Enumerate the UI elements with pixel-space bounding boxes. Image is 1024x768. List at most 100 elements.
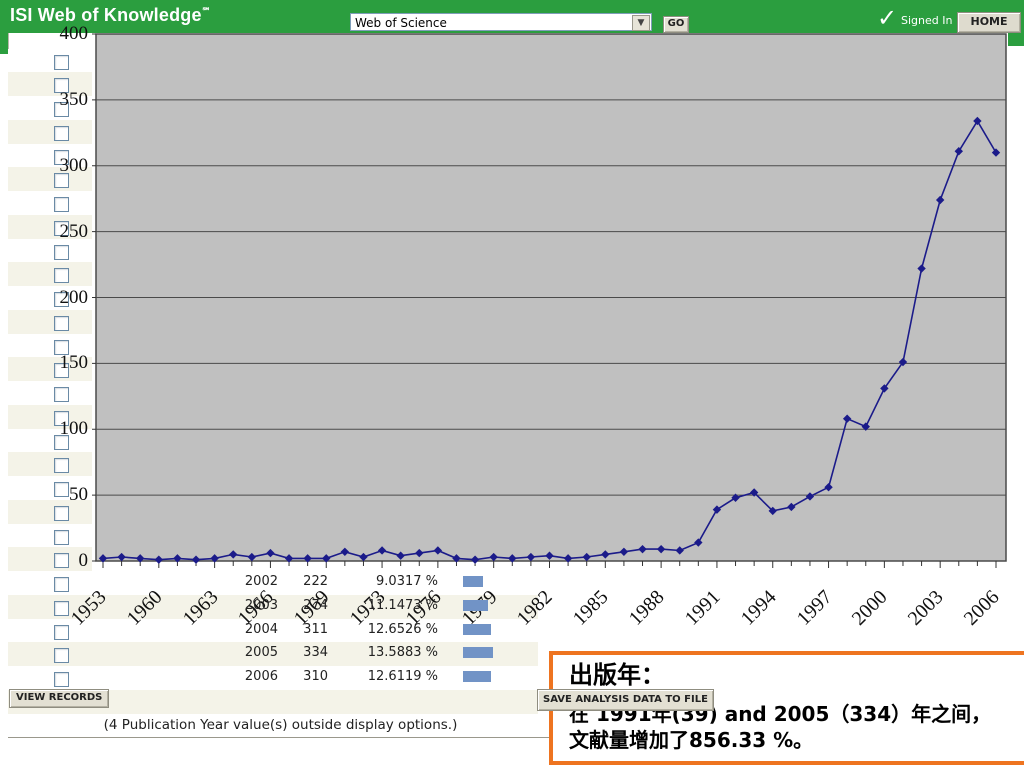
chevron-down-icon[interactable]: ▼ (632, 15, 650, 31)
year-checkbox[interactable] (54, 197, 69, 212)
data-point-marker (284, 554, 294, 563)
year-checkbox[interactable] (54, 648, 69, 664)
data-point-marker (210, 554, 219, 563)
row-year: 2005 (244, 645, 278, 661)
year-row-stripe (8, 191, 92, 215)
row-year: 2006 (244, 669, 278, 684)
year-row-stripe (8, 214, 92, 239)
year-checkbox[interactable] (54, 482, 69, 497)
year-checkbox[interactable] (54, 268, 69, 284)
callout-title: 出版年： (569, 661, 665, 689)
row-percent: 9.0317 % (376, 574, 438, 589)
row-percent-bar (463, 647, 493, 659)
y-tick-label: 100 (59, 418, 89, 440)
product-select[interactable]: Web of Science ▼ (350, 13, 652, 31)
callout-line2: 文献量增加了856.33 %。 (569, 728, 814, 752)
row-percent-bar (463, 623, 491, 635)
year-checkbox[interactable] (54, 529, 69, 545)
year-checkbox[interactable] (54, 220, 69, 236)
data-point-marker (842, 414, 852, 423)
year-checkbox[interactable] (54, 577, 69, 592)
data-point-marker (136, 554, 145, 563)
row-percent: 11.1473 % (367, 597, 438, 613)
year-row-stripe (8, 618, 538, 643)
year-checkbox[interactable] (54, 315, 69, 331)
year-checkbox[interactable] (54, 553, 69, 569)
year-checkbox[interactable] (54, 102, 69, 117)
view-records-button[interactable]: VIEW RECORDS (9, 689, 110, 708)
row-record-count: 334 (303, 645, 328, 661)
publication-year-callout: 出版年： 在 1991年(39) and 2005（334）年之间， 文献量增加… (549, 651, 1024, 765)
data-point-marker (768, 506, 777, 516)
y-tick-label: 200 (59, 286, 89, 308)
data-point-marker (861, 422, 870, 431)
data-point-marker (601, 550, 610, 559)
year-checkbox[interactable] (54, 149, 69, 165)
year-checkbox[interactable] (54, 54, 69, 70)
signed-in-label: Signed In (901, 14, 953, 27)
go-button[interactable]: GO (663, 16, 689, 33)
year-checkbox[interactable] (54, 624, 69, 640)
year-checkbox[interactable] (54, 125, 69, 141)
year-checkbox[interactable] (54, 173, 69, 189)
year-checkbox[interactable] (54, 387, 69, 402)
data-point-marker (935, 195, 945, 205)
data-point-marker (526, 552, 536, 562)
year-row-stripe (8, 119, 92, 144)
data-point-marker (303, 554, 312, 563)
year-checkbox[interactable] (54, 600, 69, 616)
year-row-stripe (8, 594, 538, 619)
year-checkbox[interactable] (54, 505, 69, 521)
data-point-marker (954, 147, 963, 156)
year-row-stripe (8, 571, 538, 595)
data-point-marker (117, 552, 126, 562)
y-tick-label: 150 (59, 352, 89, 374)
year-checkbox[interactable] (54, 78, 69, 94)
home-button[interactable]: HOME (957, 12, 1021, 33)
data-point-marker (173, 554, 182, 563)
save-analysis-data-button[interactable]: SAVE ANALYSIS DATA TO FILE (537, 689, 714, 711)
y-tick-label: 400 (59, 23, 89, 44)
data-point-marker (694, 538, 703, 547)
year-checkbox[interactable] (54, 458, 69, 474)
isi-web-of-knowledge-logo: ISI Web of Knowledge℠ (10, 5, 211, 26)
y-tick-label: 350 (59, 88, 89, 110)
row-percent-bar (463, 576, 483, 587)
year-checkbox[interactable] (54, 672, 69, 687)
year-row-stripe (8, 333, 92, 358)
year-checkbox[interactable] (54, 410, 69, 426)
product-select-value: Web of Science (355, 16, 447, 30)
series-line (102, 119, 997, 561)
bottom-separator-line (8, 737, 549, 738)
right-green-edge (1008, 33, 1024, 46)
year-row-stripe (8, 713, 538, 738)
data-point-marker (991, 148, 1001, 157)
data-point-marker (712, 505, 722, 514)
header-bar: ISI Web of Knowledge℠ Web of Science ▼ G… (0, 0, 1024, 33)
row-record-count: 311 (303, 621, 328, 637)
year-checkbox[interactable] (54, 339, 69, 355)
year-checkbox[interactable] (54, 434, 69, 450)
y-tick-label: 50 (69, 484, 88, 506)
year-row-stripe (8, 286, 92, 310)
data-point-marker (433, 546, 443, 555)
year-row-stripe (8, 547, 92, 571)
year-row-stripe (8, 143, 92, 168)
year-checkbox[interactable] (54, 292, 69, 307)
year-row-stripe (8, 452, 92, 476)
year-row-stripe (8, 309, 92, 334)
year-checkbox[interactable] (54, 244, 69, 260)
year-row-stripe (8, 72, 92, 96)
year-row-stripe (8, 428, 92, 453)
row-year: 2002 (244, 574, 278, 589)
year-row-stripe (8, 238, 92, 263)
data-point-marker (787, 502, 796, 512)
data-point-marker (749, 488, 759, 497)
year-checkbox[interactable] (54, 363, 69, 379)
year-row-stripe (8, 262, 92, 286)
outside-display-note: (4 Publication Year value(s) outside dis… (103, 717, 458, 733)
row-record-count: 274 (303, 597, 328, 613)
row-percent: 12.6526 % (367, 621, 438, 637)
y-tick-label: 250 (59, 220, 89, 242)
data-point-marker (377, 546, 387, 555)
